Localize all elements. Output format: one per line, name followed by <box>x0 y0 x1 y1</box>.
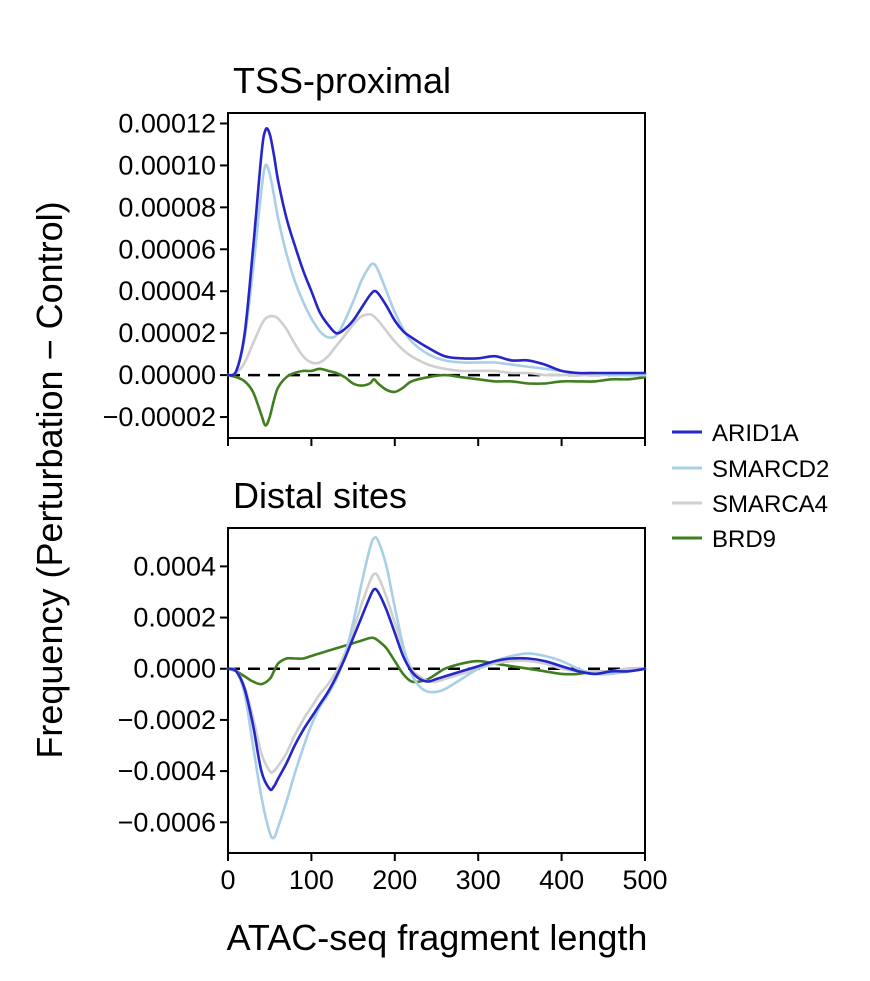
y-tick-label-distal: 0.0002 <box>133 603 216 633</box>
series-line-smarcd2-distal <box>226 535 647 840</box>
x-tick-label: 0 <box>220 865 235 895</box>
series-line-arid1a-distal <box>226 587 647 792</box>
legend-label-smarcd2: SMARCD2 <box>712 456 829 483</box>
y-tick-label-tss: 0.00006 <box>118 234 216 264</box>
x-tick-label: 200 <box>372 865 417 895</box>
y-tick-label-distal: 0.0004 <box>133 551 216 581</box>
plot-frame-tss <box>227 112 646 439</box>
legend-label-arid1a: ARID1A <box>712 420 799 447</box>
legend: ARID1A SMARCD2 SMARCA4 BRD9 <box>672 420 829 553</box>
y-tick-label-tss: 0.00002 <box>118 318 216 348</box>
x-axis-title: ATAC-seq fragment length <box>227 917 648 958</box>
series-line-brd9-tss <box>226 367 647 427</box>
legend-label-brd9: BRD9 <box>712 526 776 553</box>
x-tick-label: 500 <box>622 865 667 895</box>
x-tick-label: 400 <box>539 865 584 895</box>
series-line-smarca4-tss <box>226 313 647 377</box>
y-tick-label-distal: −0.0002 <box>118 705 216 735</box>
y-tick-label-tss: 0.00012 <box>118 108 216 138</box>
x-tick-label: 300 <box>456 865 501 895</box>
panel-title-distal: Distal sites <box>233 475 407 516</box>
y-tick-label-distal: −0.0004 <box>118 756 216 786</box>
y-tick-label-distal: 0.0000 <box>133 654 216 684</box>
y-tick-label-distal: −0.0006 <box>118 807 216 837</box>
y-tick-label-tss: 0.00004 <box>118 276 216 306</box>
x-tick-label: 100 <box>289 865 334 895</box>
series-line-smarcd2-tss <box>226 163 647 377</box>
y-tick-label-tss: −0.00002 <box>103 402 216 432</box>
series-line-arid1a-tss <box>226 127 647 377</box>
plot-frame-distal <box>227 527 646 854</box>
y-tick-label-tss: 0.00008 <box>118 192 216 222</box>
y-tick-label-tss: 0.00010 <box>118 150 216 180</box>
y-axis-title: Frequency (Perturbation − Control) <box>29 201 70 758</box>
y-tick-label-tss: 0.00000 <box>118 360 216 390</box>
panel-title-tss: TSS-proximal <box>233 60 451 101</box>
series-line-smarca4-distal <box>226 572 647 774</box>
series-line-brd9-distal <box>226 636 647 686</box>
legend-label-smarca4: SMARCA4 <box>712 491 828 518</box>
